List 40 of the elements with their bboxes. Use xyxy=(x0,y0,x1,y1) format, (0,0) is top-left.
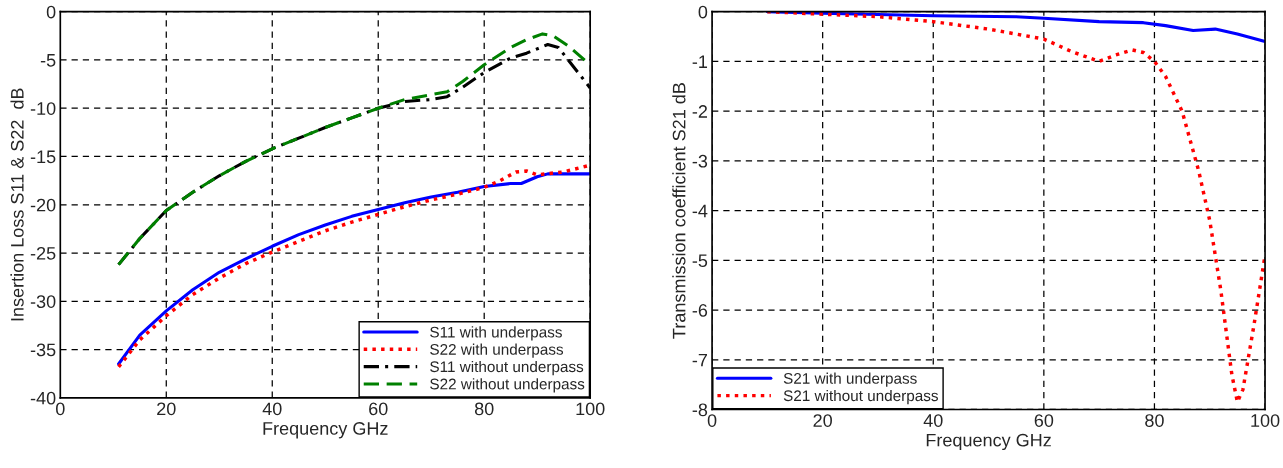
y-tick-label: -40 xyxy=(30,391,56,405)
y-tick-label: -2 xyxy=(692,105,707,118)
y-tick-label: 0 xyxy=(698,5,708,19)
y-tick-label: -1 xyxy=(692,55,708,68)
y-tick-label: -5 xyxy=(40,54,56,67)
y-tick-label: -8 xyxy=(692,403,708,417)
x-axis-title: Frequency GHz xyxy=(263,422,388,439)
legend-label: S21 with underpass xyxy=(783,372,917,387)
x-tick-label: 80 xyxy=(474,402,494,416)
x-tick-label: 20 xyxy=(157,402,176,416)
x-tick-label: 40 xyxy=(262,402,282,416)
y-tick-label: -20 xyxy=(30,198,56,212)
y-tick-label: -5 xyxy=(692,254,708,268)
x-tick-label: 0 xyxy=(55,402,65,416)
x-tick-label: 100 xyxy=(1251,414,1280,427)
y-tick-label: -4 xyxy=(692,204,708,218)
y-tick-label: -15 xyxy=(30,150,56,164)
x-tick-label: 0 xyxy=(707,414,717,427)
legend-label: S11 without underpass xyxy=(430,360,584,376)
y-tick-label: -6 xyxy=(692,303,708,317)
x-tick-label: 60 xyxy=(1034,414,1054,427)
legend-label: S21 without underpass xyxy=(783,389,938,405)
x-axis-title: Frequency GHz xyxy=(926,433,1051,451)
legend-label: S22 without underpass xyxy=(430,378,585,393)
x-tick-label: 80 xyxy=(1145,414,1164,427)
x-tick-label: 100 xyxy=(576,402,605,416)
y-tick-label: 0 xyxy=(46,5,56,19)
legend-label: S22 with underpass xyxy=(430,343,564,358)
y-tick-label: -35 xyxy=(30,343,56,357)
y-axis-title: Transmission coefficient S21 dB xyxy=(672,83,686,339)
x-tick-label: 40 xyxy=(923,414,943,427)
legend-label: S11 with underpass xyxy=(430,326,562,341)
y-tick-label: -25 xyxy=(30,246,56,260)
x-tick-label: 20 xyxy=(813,414,832,427)
y-tick-label: -30 xyxy=(30,295,56,308)
x-tick-label: 60 xyxy=(369,402,388,416)
y-axis-title: Insertion Loss S11 & S22 dB xyxy=(10,88,24,321)
y-tick-label: -3 xyxy=(692,154,708,168)
y-tick-label: -10 xyxy=(30,102,56,115)
y-tick-label: -7 xyxy=(692,353,707,367)
